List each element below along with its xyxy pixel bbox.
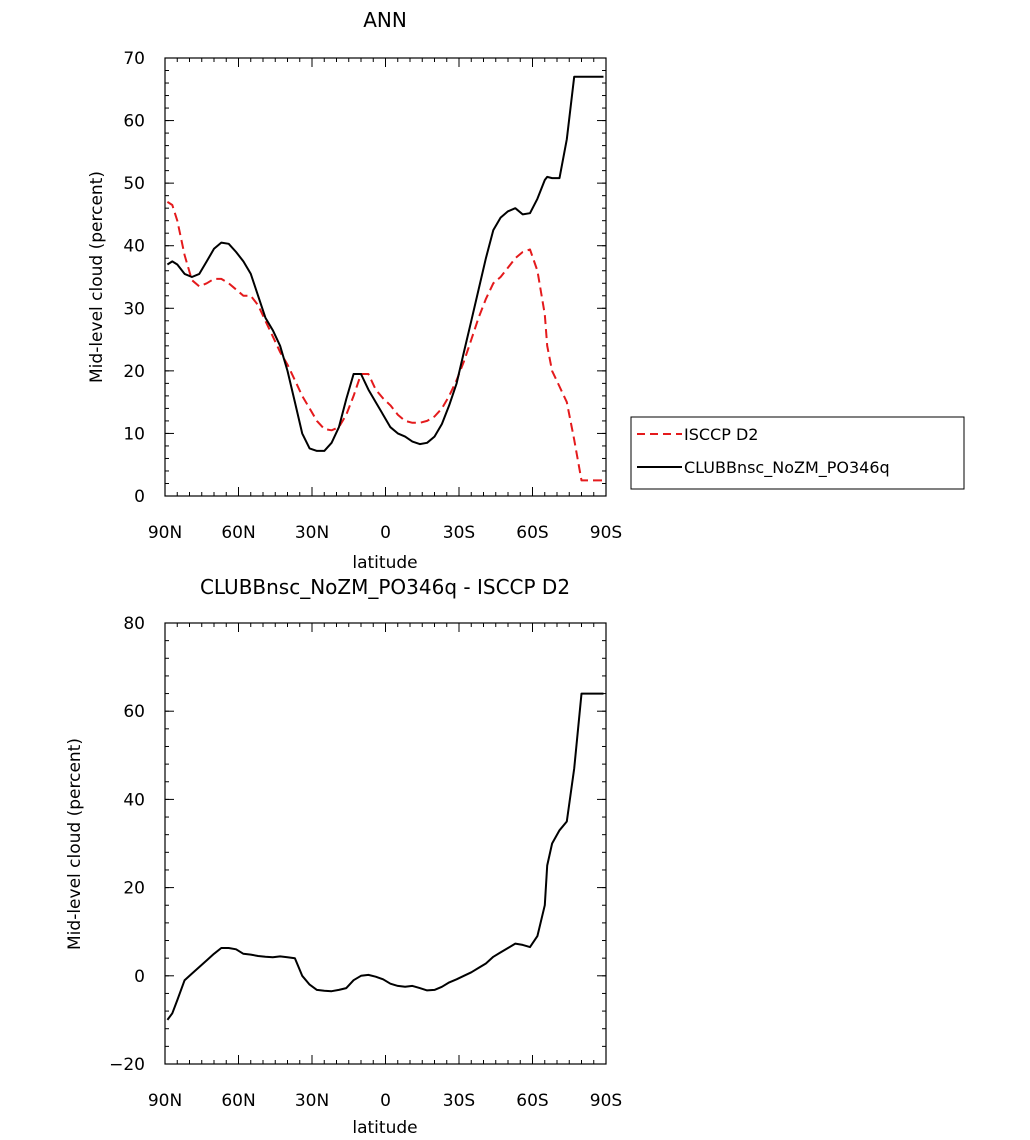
top-x-axis-label: latitude [352, 553, 417, 573]
bottom-y-tick-label: 20 [123, 879, 145, 899]
top-x-tick-label: 90N [148, 523, 182, 543]
bottom-series-line-1 [166, 692, 604, 1021]
top-panel: ANN latitude Mid-level cloud (percent) 9… [87, 8, 622, 573]
top-series-line-1 [166, 201, 604, 482]
top-x-tick-label: 30S [443, 523, 475, 543]
top-series-line-2 [166, 75, 604, 452]
top-x-tick-label: 0 [380, 523, 391, 543]
legend-label-isccp: ISCCP D2 [684, 425, 758, 444]
bottom-chart-title: CLUBBnsc_NoZM_PO346q - ISCCP D2 [200, 575, 570, 599]
bottom-plot-area: 90N 60N 30N 0 30S 60S 90S −20 0 20 40 60 80 [109, 614, 622, 1111]
bottom-x-tick-label: 0 [380, 1091, 391, 1111]
bottom-x-axis-label: latitude [352, 1118, 417, 1138]
top-plot-frame [164, 57, 607, 497]
legend-label-model: CLUBBnsc_NoZM_PO346q [684, 458, 890, 478]
top-y-tick-label: 50 [123, 174, 145, 194]
top-plot-area: 90N 60N 30N 0 30S 60S 90S 0 10 20 30 40 50 60 70 [123, 49, 622, 543]
top-y-tick-label: 60 [123, 112, 145, 132]
top-x-tick-label: 60N [221, 523, 255, 543]
bottom-y-tick-label: 60 [123, 702, 145, 722]
top-y-tick-label: 10 [123, 424, 145, 444]
top-x-tick-label: 60S [516, 523, 548, 543]
top-y-tick-label: 20 [123, 362, 145, 382]
legend: ISCCP D2 CLUBBnsc_NoZM_PO346q [630, 416, 965, 490]
bottom-y-tick-label: 0 [134, 967, 145, 987]
bottom-y-tick-label: 40 [123, 790, 145, 810]
bottom-y-tick-label: 80 [123, 614, 145, 634]
bottom-y-tick-label: −20 [109, 1055, 145, 1075]
bottom-x-tick-label: 60S [516, 1091, 548, 1111]
top-y-tick-label: 0 [134, 487, 145, 507]
top-chart-title: ANN [363, 8, 407, 32]
bottom-x-tick-label: 60N [221, 1091, 255, 1111]
bottom-x-tick-label: 30N [295, 1091, 329, 1111]
bottom-x-tick-label: 90S [590, 1091, 622, 1111]
bottom-y-axis-label: Mid-level cloud (percent) [65, 738, 85, 950]
legend-box [630, 416, 965, 490]
top-x-tick-label: 30N [295, 523, 329, 543]
top-x-tick-label: 90S [590, 523, 622, 543]
bottom-x-tick-label: 90N [148, 1091, 182, 1111]
top-y-tick-label: 40 [123, 237, 145, 257]
bottom-panel: CLUBBnsc_NoZM_PO346q - ISCCP D2 latitude… [65, 575, 622, 1138]
bottom-x-tick-label: 30S [443, 1091, 475, 1111]
top-y-axis-label: Mid-level cloud (percent) [87, 171, 107, 383]
bottom-plot-frame [164, 622, 607, 1065]
top-y-tick-label: 30 [123, 299, 145, 319]
top-y-tick-label: 70 [123, 49, 145, 69]
